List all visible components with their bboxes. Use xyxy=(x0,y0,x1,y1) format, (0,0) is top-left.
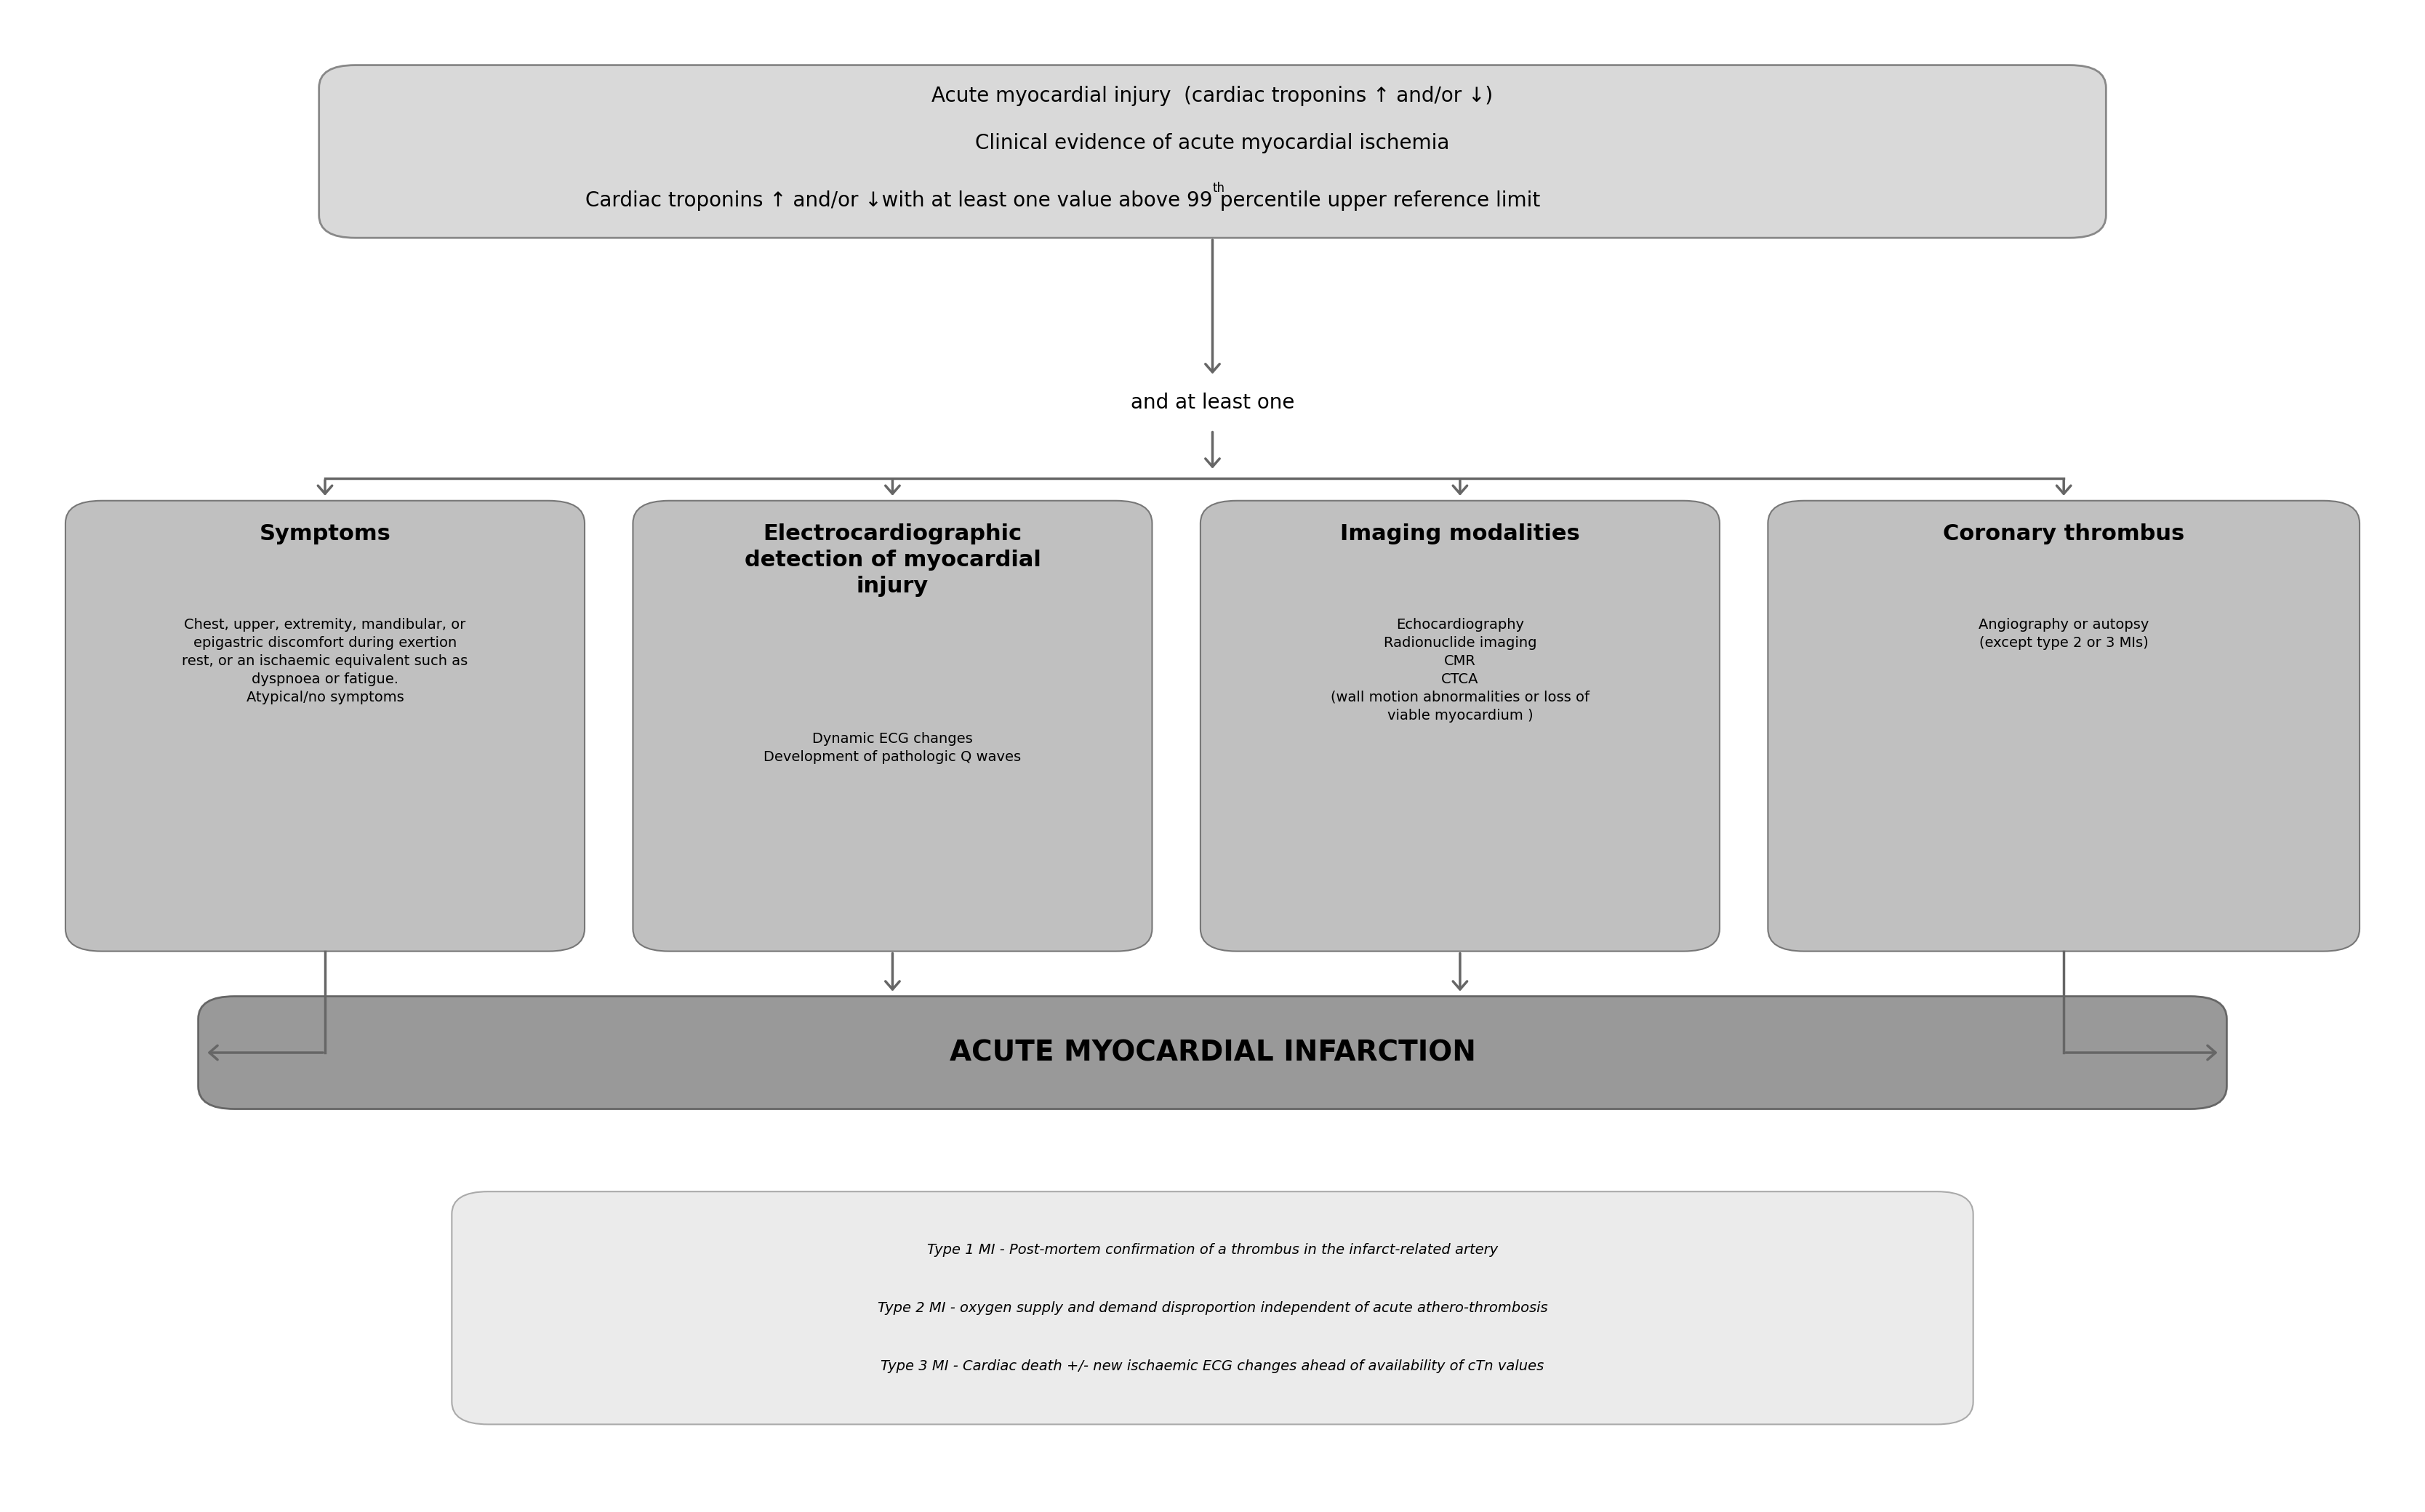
Text: Type 1 MI - Post-mortem confirmation of a thrombus in the infarct-related artery: Type 1 MI - Post-mortem confirmation of … xyxy=(926,1243,1499,1256)
Text: and at least one: and at least one xyxy=(1130,393,1295,413)
Text: Coronary thrombus: Coronary thrombus xyxy=(1942,523,2185,544)
Text: Angiography or autopsy
(except type 2 or 3 MIs): Angiography or autopsy (except type 2 or… xyxy=(1979,618,2149,650)
FancyBboxPatch shape xyxy=(633,500,1152,951)
Text: Cardiac troponins ↑ and/or ↓with at least one value above 99: Cardiac troponins ↑ and/or ↓with at leas… xyxy=(584,191,1212,212)
Text: Clinical evidence of acute myocardial ischemia: Clinical evidence of acute myocardial is… xyxy=(975,133,1450,153)
Text: Type 3 MI - Cardiac death +/- new ischaemic ECG changes ahead of availability of: Type 3 MI - Cardiac death +/- new ischae… xyxy=(880,1359,1545,1373)
Text: Chest, upper, extremity, mandibular, or
epigastric discomfort during exertion
re: Chest, upper, extremity, mandibular, or … xyxy=(182,618,468,705)
Text: Echocardiography
Radionuclide imaging
CMR
CTCA
(wall motion abnormalities or los: Echocardiography Radionuclide imaging CM… xyxy=(1331,618,1588,723)
FancyBboxPatch shape xyxy=(1768,500,2360,951)
FancyBboxPatch shape xyxy=(1200,500,1719,951)
FancyBboxPatch shape xyxy=(65,500,584,951)
Text: ACUTE MYOCARDIAL INFARCTION: ACUTE MYOCARDIAL INFARCTION xyxy=(948,1039,1477,1066)
FancyBboxPatch shape xyxy=(199,996,2226,1108)
Text: Dynamic ECG changes
Development of pathologic Q waves: Dynamic ECG changes Development of patho… xyxy=(764,732,1021,764)
FancyBboxPatch shape xyxy=(320,65,2105,237)
FancyBboxPatch shape xyxy=(451,1191,1974,1424)
Text: percentile upper reference limit: percentile upper reference limit xyxy=(1212,191,1540,212)
Text: Imaging modalities: Imaging modalities xyxy=(1341,523,1581,544)
Text: Symptoms: Symptoms xyxy=(259,523,390,544)
Text: Electrocardiographic
detection of myocardial
injury: Electrocardiographic detection of myocar… xyxy=(744,523,1040,596)
Text: th: th xyxy=(1212,181,1225,195)
Text: Type 2 MI - oxygen supply and demand disproportion independent of acute athero-t: Type 2 MI - oxygen supply and demand dis… xyxy=(878,1300,1547,1315)
Text: Acute myocardial injury  (cardiac troponins ↑ and/or ↓): Acute myocardial injury (cardiac troponi… xyxy=(931,86,1494,106)
